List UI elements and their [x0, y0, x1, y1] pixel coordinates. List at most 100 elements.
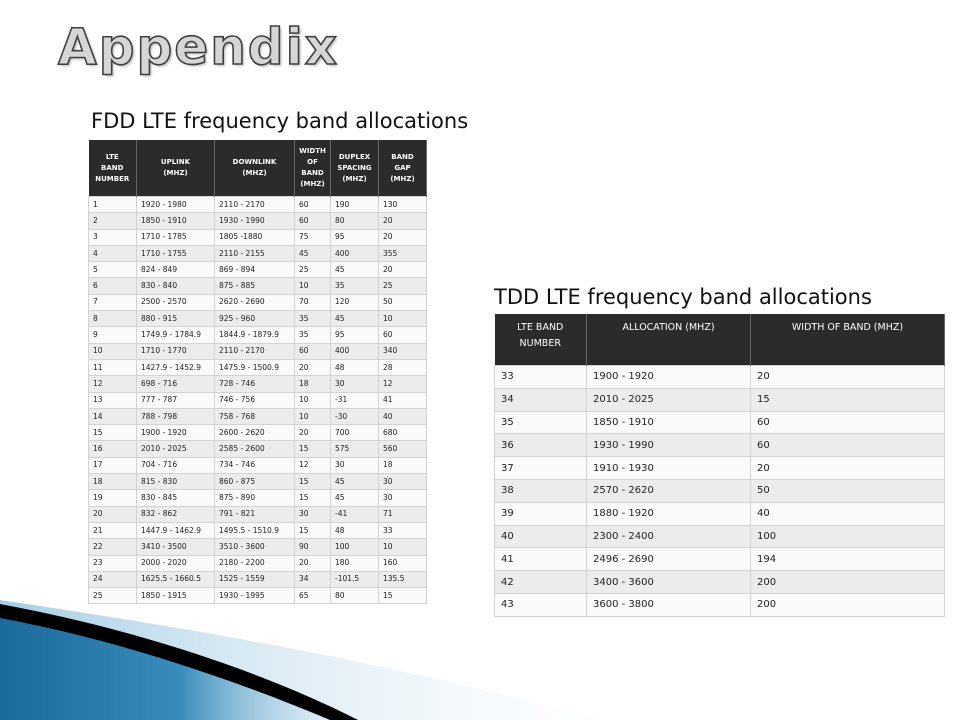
tdd-header-text: ALLOCATION (MHZ)	[622, 322, 715, 333]
table-cell: 9	[88, 326, 137, 344]
fdd-header-cell: BAND GAP (MHZ)	[378, 140, 427, 197]
table-cell: 6	[88, 277, 137, 295]
table-row: 3 1710 - 1785 1805 -1880 75 95 20	[88, 228, 427, 246]
fdd-header-text: DUPLEX	[338, 152, 371, 161]
table-row: 14 788 - 798 758 - 768 10 -30 40	[88, 407, 427, 426]
table-cell: 1844.9 - 1879.9	[214, 326, 295, 344]
table-cell: 36	[494, 433, 587, 458]
table-cell: 30	[378, 473, 427, 491]
table-cell: 11	[88, 358, 137, 377]
table-cell: 60	[378, 326, 427, 344]
table-cell: 45	[330, 473, 379, 491]
table-row: 22 3410 - 3500 3510 - 3600 90 100 10	[88, 538, 427, 556]
table-cell: 1850 - 1910	[586, 410, 751, 435]
table-row: 19 830 - 845 875 - 890 15 45 30	[88, 489, 427, 507]
tdd-header-text: NUMBER	[519, 338, 561, 349]
table-row: 12 698 - 716 728 - 746 18 30 12	[88, 375, 427, 393]
table-row: 40 2300 - 2400 100	[494, 524, 945, 549]
table-cell: 39	[494, 501, 587, 526]
table-row: 17 704 - 716 734 - 746 12 30 18	[88, 456, 427, 475]
table-cell: 34	[494, 387, 587, 412]
table-cell: 1900 - 1920	[586, 365, 751, 389]
table-cell: 20	[378, 261, 427, 279]
table-cell: 160	[378, 554, 427, 572]
table-cell: 15	[378, 587, 427, 605]
table-cell: 13	[88, 391, 137, 409]
table-cell: 15	[294, 521, 331, 540]
table-cell: 355	[378, 244, 427, 263]
table-cell: 1495.5 - 1510.9	[214, 521, 295, 540]
table-cell: 194	[750, 547, 945, 572]
table-cell: 71	[378, 505, 427, 523]
table-cell: 75	[294, 228, 331, 246]
table-row: 36 1930 - 1990 60	[494, 433, 945, 458]
table-cell: 33	[378, 521, 427, 540]
table-row: 11 1427.9 - 1452.9 1475.9 - 1500.9 20 48 28	[88, 358, 427, 377]
table-cell: 704 - 716	[136, 456, 215, 475]
fdd-header-cell: UPLINK (MHZ)	[136, 140, 215, 197]
table-cell: 2496 - 2690	[586, 547, 751, 572]
table-row: 15 1900 - 1920 2600 - 2620 20 700 680	[88, 424, 427, 442]
tdd-caption: TDD LTE frequency band allocations	[494, 285, 872, 309]
table-cell: 2620 - 2690	[214, 293, 295, 312]
table-cell: 80	[330, 212, 379, 230]
table-row: 6 830 - 840 875 - 885 10 35 25	[88, 277, 427, 295]
table-row: 7 2500 - 2570 2620 - 2690 70 120 50	[88, 293, 427, 312]
table-cell: 65	[294, 587, 331, 605]
table-cell: 832 - 862	[136, 505, 215, 523]
fdd-band-table: LTE BAND NUMBER UPLINK (MHZ) DOWNLINK (MHZ) WID…	[88, 140, 427, 605]
table-cell: 30	[294, 505, 331, 523]
table-cell: 45	[294, 244, 331, 263]
table-cell: 824 - 849	[136, 261, 215, 279]
table-cell: 788 - 798	[136, 407, 215, 426]
table-cell: 860 - 875	[214, 473, 295, 491]
table-cell: 20	[88, 505, 137, 523]
table-cell: 1427.9 - 1452.9	[136, 358, 215, 377]
table-cell: 791 - 821	[214, 505, 295, 523]
table-cell: 1850 - 1910	[136, 212, 215, 230]
table-cell: 10	[378, 538, 427, 556]
table-cell: 25	[88, 587, 137, 605]
table-cell: 30	[378, 489, 427, 507]
table-cell: 95	[330, 228, 379, 246]
table-row: 16 2010 - 2025 2585 - 2600 15 575 560	[88, 440, 427, 458]
table-cell: 50	[750, 478, 945, 503]
table-cell: 15	[750, 387, 945, 412]
fdd-header-text: (MHZ)	[300, 180, 325, 188]
table-cell: 1910 - 1930	[586, 456, 751, 480]
fdd-header-text: (MHZ)	[242, 169, 267, 177]
fdd-header-text: LTE	[105, 152, 119, 161]
table-row: 38 2570 - 2620 50	[494, 478, 945, 503]
table-cell: 1930 - 1995	[214, 587, 295, 605]
fdd-header-text: GAP	[394, 163, 411, 172]
table-cell: 45	[330, 489, 379, 507]
table-cell: 2585 - 2600	[214, 440, 295, 458]
table-cell: -31	[330, 391, 379, 409]
table-row: 43 3600 - 3800 200	[494, 592, 945, 617]
swoosh-black-stroke	[0, 604, 358, 720]
table-cell: 2300 - 2400	[586, 524, 751, 549]
table-cell: 60	[750, 433, 945, 458]
fdd-header-text: UPLINK	[160, 158, 191, 166]
table-row: 5 824 - 849 869 - 894 25 45 20	[88, 261, 427, 279]
tdd-header-cell: ALLOCATION (MHZ)	[586, 314, 751, 366]
fdd-table-body: 1 1920 - 1980 2110 - 2170 60 190 130 2 1850 - 1…	[88, 195, 427, 605]
table-cell: 15	[294, 473, 331, 491]
tdd-header-text: WIDTH OF BAND (MHZ)	[791, 322, 904, 333]
table-row: 20 832 - 862 791 - 821 30 -41 71	[88, 505, 427, 523]
table-cell: 1749.9 - 1784.9	[136, 326, 215, 344]
table-cell: 1625.5 - 1660.5	[136, 570, 215, 589]
table-row: 8 880 - 915 925 - 960 35 45 10	[88, 310, 427, 328]
table-cell: 8	[88, 310, 137, 328]
fdd-header-text: NUMBER	[95, 174, 130, 183]
table-row: 4 1710 - 1755 2110 - 2155 45 400 355	[88, 244, 427, 263]
table-cell: 28	[378, 358, 427, 377]
table-cell: 2000 - 2020	[136, 554, 215, 572]
table-row: 9 1749.9 - 1784.9 1844.9 - 1879.9 35 95 60	[88, 326, 427, 344]
table-cell: 10	[88, 342, 137, 360]
table-cell: 2010 - 2025	[586, 387, 751, 412]
table-cell: 2180 - 2200	[214, 554, 295, 572]
table-row: 37 1910 - 1930 20	[494, 456, 945, 480]
table-cell: 42	[494, 570, 587, 594]
table-cell: 20	[294, 358, 331, 377]
